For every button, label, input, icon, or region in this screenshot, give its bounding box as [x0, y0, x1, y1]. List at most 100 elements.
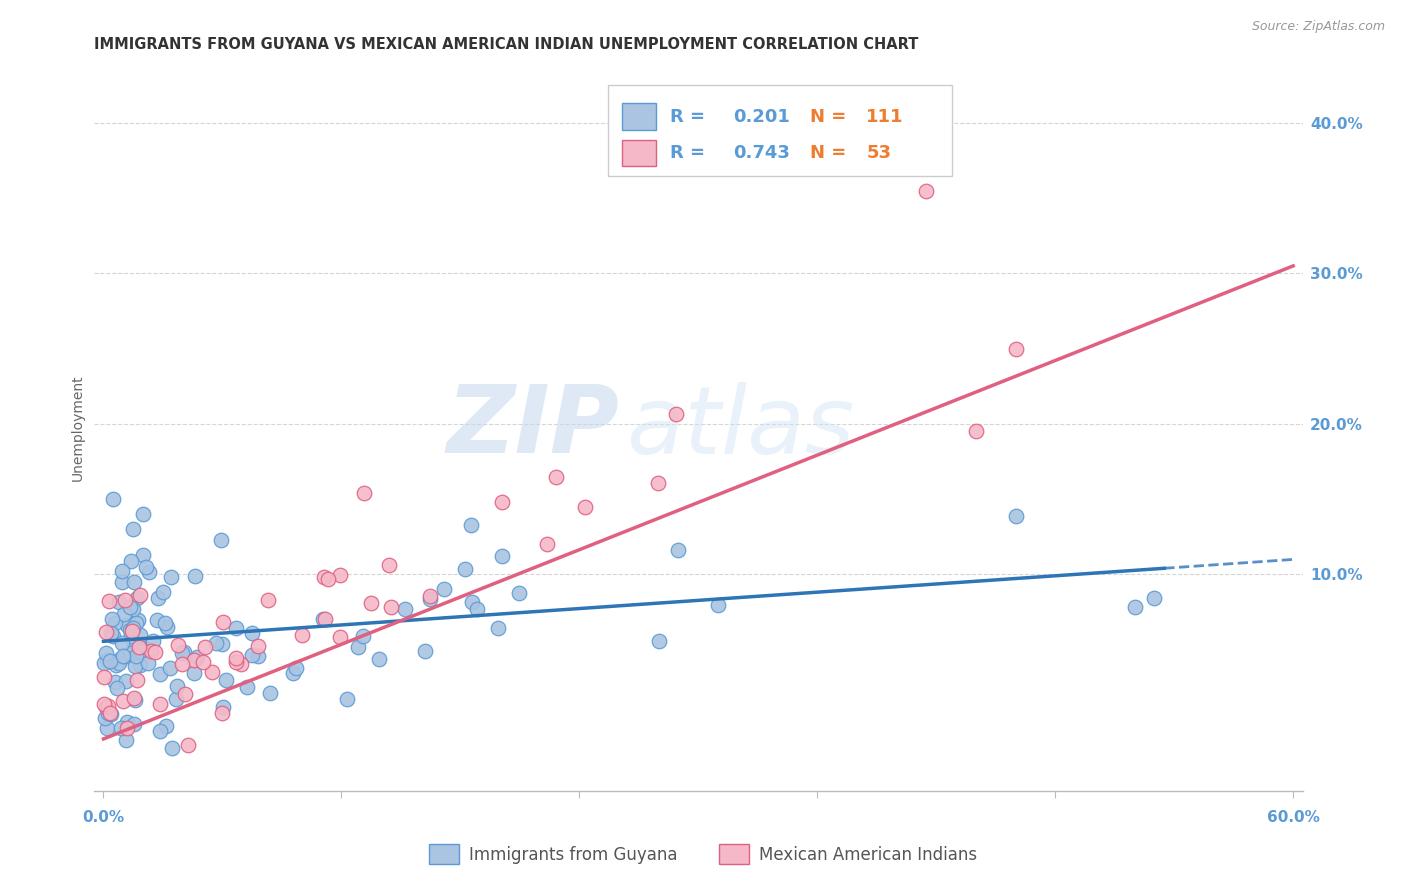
Point — [360, 596, 382, 610]
Point — [173, 687, 195, 701]
Point — [156, 619, 179, 633]
Point — [111, 574, 134, 589]
Point — [172, 646, 194, 660]
Point — [142, 634, 165, 648]
Point — [120, 630, 142, 644]
Point — [211, 700, 233, 714]
Point — [159, 661, 181, 675]
Point — [574, 500, 596, 515]
Point — [329, 630, 352, 644]
Point — [201, 665, 224, 679]
Point — [122, 634, 145, 648]
Point — [184, 569, 207, 583]
Point — [915, 184, 938, 198]
Point — [225, 655, 247, 669]
Text: 0.0%: 0.0% — [83, 810, 125, 824]
Point — [112, 607, 135, 622]
Point — [314, 611, 336, 625]
Point — [97, 699, 120, 714]
Point — [665, 407, 688, 421]
Point — [127, 673, 149, 687]
Point — [115, 721, 138, 735]
Point — [419, 591, 441, 606]
Point — [129, 644, 152, 658]
Point — [129, 628, 152, 642]
Point — [96, 700, 118, 714]
Point — [103, 629, 125, 643]
Point — [246, 640, 269, 654]
Bar — [621, 140, 657, 166]
Point — [125, 649, 148, 664]
Point — [1143, 591, 1166, 606]
Point — [1004, 509, 1026, 524]
Point — [231, 657, 253, 672]
Point — [191, 655, 214, 669]
Point — [96, 721, 118, 735]
Point — [122, 621, 145, 635]
Point — [132, 507, 155, 521]
Point — [211, 615, 233, 629]
Point — [127, 613, 149, 627]
Point — [96, 646, 118, 660]
Point — [347, 640, 370, 654]
Text: R =: R = — [671, 108, 711, 126]
Point — [129, 657, 152, 672]
Point — [205, 635, 228, 649]
Point — [94, 624, 117, 639]
Point — [100, 654, 122, 668]
Point — [149, 698, 172, 712]
Point — [508, 586, 530, 600]
Point — [122, 717, 145, 731]
Point — [121, 624, 143, 638]
Point — [259, 685, 281, 699]
Point — [291, 628, 314, 642]
Point — [98, 706, 121, 720]
Point — [124, 575, 146, 590]
Point — [93, 656, 115, 670]
Point — [491, 495, 513, 509]
Point — [104, 674, 127, 689]
Point — [225, 622, 247, 636]
Point — [97, 594, 120, 608]
Point — [209, 533, 232, 548]
Point — [96, 653, 118, 667]
Point — [143, 645, 166, 659]
Point — [167, 638, 190, 652]
Point — [108, 656, 131, 670]
Point — [211, 637, 233, 651]
Point — [149, 666, 172, 681]
Point — [433, 582, 456, 596]
Point — [240, 625, 263, 640]
Point — [111, 649, 134, 664]
Point — [460, 517, 482, 532]
Point — [329, 568, 352, 582]
Point — [114, 648, 136, 663]
Text: 60.0%: 60.0% — [1267, 810, 1320, 824]
Point — [166, 679, 188, 693]
Point — [240, 648, 263, 663]
Point — [536, 537, 558, 551]
Point — [236, 681, 259, 695]
Point — [148, 591, 170, 606]
Point — [256, 593, 278, 607]
Bar — [621, 103, 657, 130]
Point — [544, 469, 567, 483]
Point — [491, 549, 513, 563]
Point — [122, 602, 145, 616]
Point — [380, 599, 402, 614]
Text: 111: 111 — [866, 108, 904, 126]
Point — [93, 670, 115, 684]
Point — [1004, 342, 1026, 356]
Point — [111, 564, 134, 578]
Point — [118, 623, 141, 637]
Point — [145, 613, 167, 627]
Text: IMMIGRANTS FROM GUYANA VS MEXICAN AMERICAN INDIAN UNEMPLOYMENT CORRELATION CHART: IMMIGRANTS FROM GUYANA VS MEXICAN AMERIC… — [94, 37, 918, 53]
Point — [284, 660, 307, 674]
Point — [486, 621, 509, 635]
Point — [124, 658, 146, 673]
Point — [461, 595, 484, 609]
Point — [183, 653, 205, 667]
Point — [215, 673, 238, 688]
Point — [465, 601, 488, 615]
Point — [173, 645, 195, 659]
